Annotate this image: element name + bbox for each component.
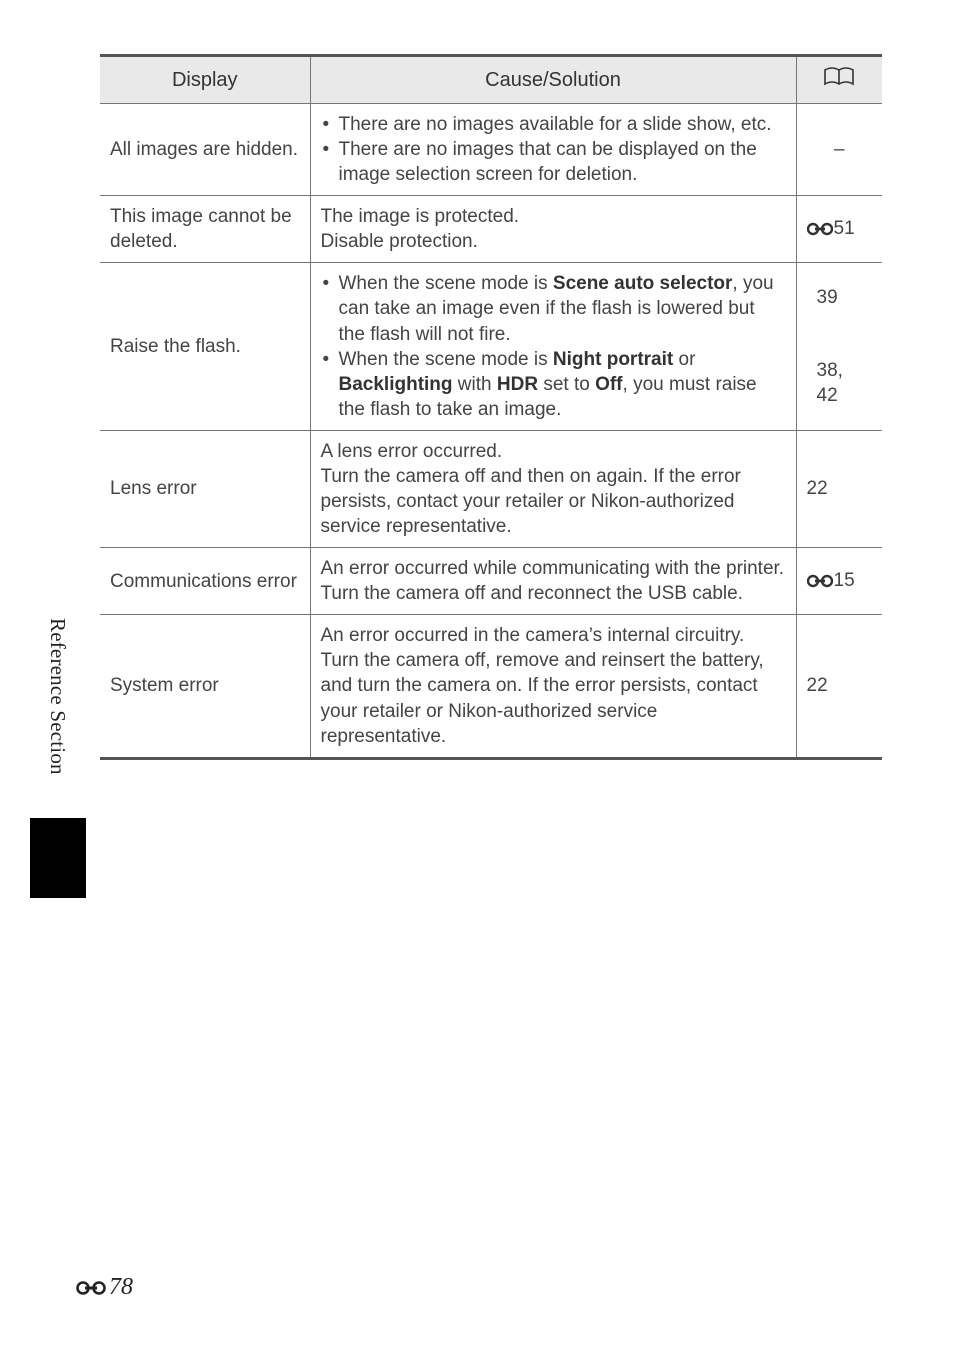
error-table: Display Cause/Solution All images are hi… xyxy=(100,54,882,760)
cause-item: There are no images that can be displaye… xyxy=(321,137,786,187)
cause-line: The image is protected.Disable protectio… xyxy=(321,206,520,252)
table-row: All images are hidden. There are no imag… xyxy=(100,104,882,196)
table-header-row: Display Cause/Solution xyxy=(100,56,882,104)
cell-page: 51 xyxy=(796,196,882,263)
page-value: 38, 42 xyxy=(807,318,873,416)
cell-page: 39 38, 42 xyxy=(796,263,882,430)
cell-display: Lens error xyxy=(100,430,310,547)
cell-cause: An error occurred while communicating wi… xyxy=(310,548,796,615)
cell-page: – xyxy=(796,104,882,196)
cause-line: A lens error occurred.Turn the camera of… xyxy=(321,441,741,537)
link-icon xyxy=(807,218,833,243)
cell-display: This image cannot be deleted. xyxy=(100,196,310,263)
page-number-value: 78 xyxy=(109,1274,133,1301)
cell-page: 22 xyxy=(796,615,882,758)
cell-display: All images are hidden. xyxy=(100,104,310,196)
side-tab-label: Reference Section xyxy=(45,618,70,775)
book-icon xyxy=(823,67,855,93)
table-row: Communications error An error occurred w… xyxy=(100,548,882,615)
col-cause: Cause/Solution xyxy=(310,56,796,104)
page-value: 51 xyxy=(834,218,855,239)
page-value: 15 xyxy=(834,570,855,591)
cause-item: There are no images available for a slid… xyxy=(321,112,786,137)
cell-page: 22 xyxy=(796,430,882,547)
col-display: Display xyxy=(100,56,310,104)
cell-cause: An error occurred in the camera’s intern… xyxy=(310,615,796,758)
cell-cause: When the scene mode is Scene auto select… xyxy=(310,263,796,430)
side-tab: Reference Section xyxy=(30,618,86,898)
link-icon xyxy=(807,570,833,595)
table-row: This image cannot be deleted. The image … xyxy=(100,196,882,263)
cell-display: System error xyxy=(100,615,310,758)
link-icon xyxy=(76,1274,106,1301)
cell-page: 15 xyxy=(796,548,882,615)
cell-display: Raise the flash. xyxy=(100,263,310,430)
cell-cause: A lens error occurred.Turn the camera of… xyxy=(310,430,796,547)
table-row: Lens error A lens error occurred.Turn th… xyxy=(100,430,882,547)
cause-line: An error occurred in the camera’s intern… xyxy=(321,625,764,746)
table-row: Raise the flash. When the scene mode is … xyxy=(100,263,882,430)
cell-cause: There are no images available for a slid… xyxy=(310,104,796,196)
cause-line: An error occurred while communicating wi… xyxy=(321,558,785,604)
table-row: System error An error occurred in the ca… xyxy=(100,615,882,758)
page-value: 39 xyxy=(807,277,873,318)
page-number: 78 xyxy=(76,1274,133,1301)
cause-item: When the scene mode is Night portrait or… xyxy=(321,347,786,422)
cause-item: When the scene mode is Scene auto select… xyxy=(321,271,786,346)
cell-cause: The image is protected.Disable protectio… xyxy=(310,196,796,263)
col-page xyxy=(796,56,882,104)
side-tab-block xyxy=(30,818,86,898)
cell-display: Communications error xyxy=(100,548,310,615)
